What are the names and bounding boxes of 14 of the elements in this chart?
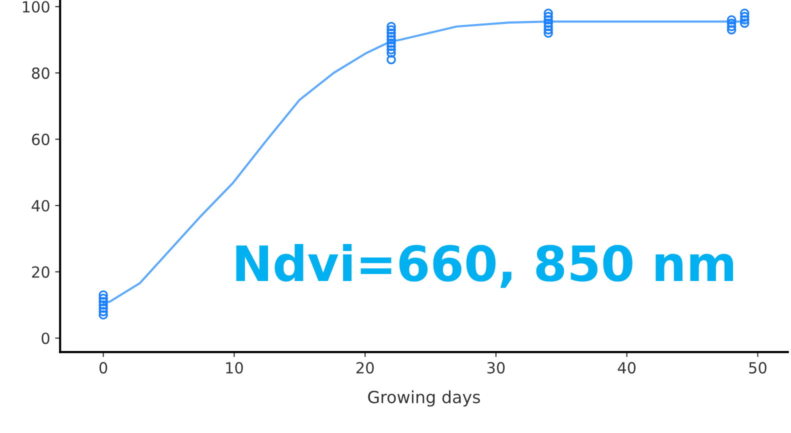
y-tick-label: 40 xyxy=(32,200,50,212)
y-tick-label: 20 xyxy=(32,266,50,278)
y-tick-label: 80 xyxy=(32,67,50,79)
x-tick-label: 10 xyxy=(226,362,243,374)
x-tick-label: 20 xyxy=(356,362,374,374)
x-tick-label: 30 xyxy=(487,362,505,374)
x-tick-label: 40 xyxy=(618,362,636,374)
y-tick-label: 0 xyxy=(42,332,50,344)
x-tick-label: 0 xyxy=(99,362,108,374)
x-tick-label: 50 xyxy=(749,362,766,374)
y-tick-label: 100 xyxy=(22,1,50,13)
x-axis-title: Growing days xyxy=(368,390,480,407)
annotation: Ndvi=660, 850 nm xyxy=(236,244,734,288)
y-tick-label: 60 xyxy=(32,134,50,146)
